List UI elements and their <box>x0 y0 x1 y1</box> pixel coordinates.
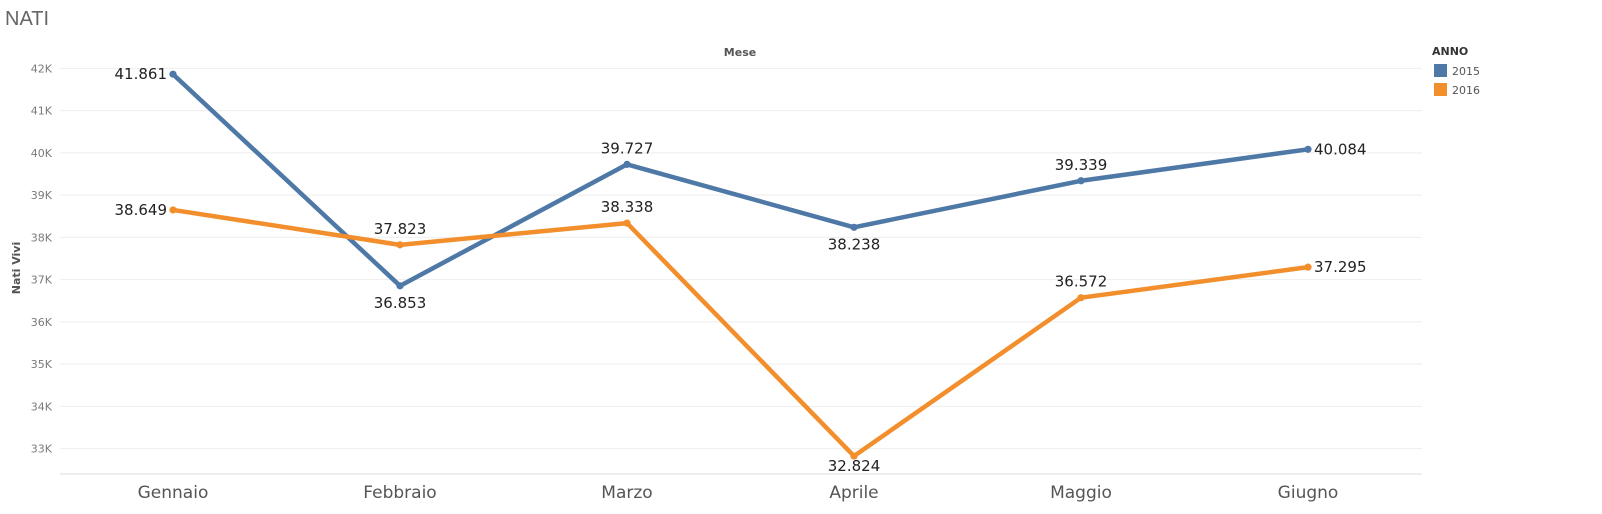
legend-swatch <box>1434 64 1447 77</box>
data-labels: 41.861 36.853 39.727 38.238 39.339 40.084 38.6… <box>115 65 1367 475</box>
data-point <box>623 219 631 227</box>
y-tick-label: 35K <box>31 358 53 371</box>
data-label: 39.339 <box>1055 156 1108 174</box>
data-point <box>396 282 404 290</box>
y-tick-label: 40K <box>31 147 53 160</box>
data-label: 37.295 <box>1314 258 1367 276</box>
legend-title: ANNO <box>1432 45 1468 58</box>
y-tick-label: 38K <box>31 231 53 244</box>
legend: ANNO 2015 2016 <box>1432 45 1480 97</box>
series-line-2015 <box>170 71 1311 289</box>
data-point <box>1077 294 1085 302</box>
y-tick-label: 42K <box>31 62 53 75</box>
y-tick-label: 34K <box>31 400 53 413</box>
data-label: 37.823 <box>374 220 427 238</box>
x-category-label: Marzo <box>601 483 652 503</box>
legend-label: 2015 <box>1452 65 1480 78</box>
data-point <box>850 452 858 460</box>
legend-swatch <box>1434 83 1447 96</box>
x-category-label: Aprile <box>829 483 878 503</box>
y-axis-ticks: 33K 34K 35K 36K 37K 38K 39K 40K 41K 42K <box>31 62 53 455</box>
data-label: 38.649 <box>115 201 168 219</box>
data-point <box>169 70 177 78</box>
x-category-label: Maggio <box>1050 483 1112 503</box>
x-category-label: Giugno <box>1278 483 1339 503</box>
series-lines <box>170 71 1311 459</box>
data-label: 32.824 <box>828 457 881 475</box>
y-axis-title: Nati Vivi <box>10 242 23 295</box>
data-point <box>396 241 404 249</box>
series-line-2016 <box>170 207 1311 459</box>
x-axis-categories: Gennaio Febbraio Marzo Aprile Maggio Giugno <box>138 483 1339 503</box>
data-label: 40.084 <box>1314 140 1367 158</box>
data-point <box>1304 145 1312 153</box>
data-label: 36.853 <box>374 294 427 312</box>
data-label: 36.572 <box>1055 273 1108 291</box>
data-label: 38.338 <box>601 198 654 216</box>
x-axis-title: Mese <box>724 46 756 59</box>
data-label: 39.727 <box>601 139 654 157</box>
data-label: 41.861 <box>115 65 168 83</box>
data-point <box>850 223 858 231</box>
legend-label: 2016 <box>1452 84 1480 97</box>
x-category-label: Gennaio <box>138 483 209 503</box>
y-tick-label: 41K <box>31 105 53 118</box>
data-point <box>1304 263 1312 271</box>
x-category-label: Febbraio <box>363 483 436 503</box>
data-point <box>1077 177 1085 185</box>
data-point <box>623 160 631 168</box>
y-tick-label: 37K <box>31 274 53 287</box>
page-title: NATI <box>5 8 50 30</box>
gridlines <box>60 67 1422 475</box>
y-tick-label: 36K <box>31 316 53 329</box>
y-tick-label: 39K <box>31 189 53 202</box>
data-point <box>169 206 177 214</box>
y-tick-label: 33K <box>31 443 53 456</box>
data-label: 38.238 <box>828 235 881 253</box>
series-points <box>169 70 1312 460</box>
